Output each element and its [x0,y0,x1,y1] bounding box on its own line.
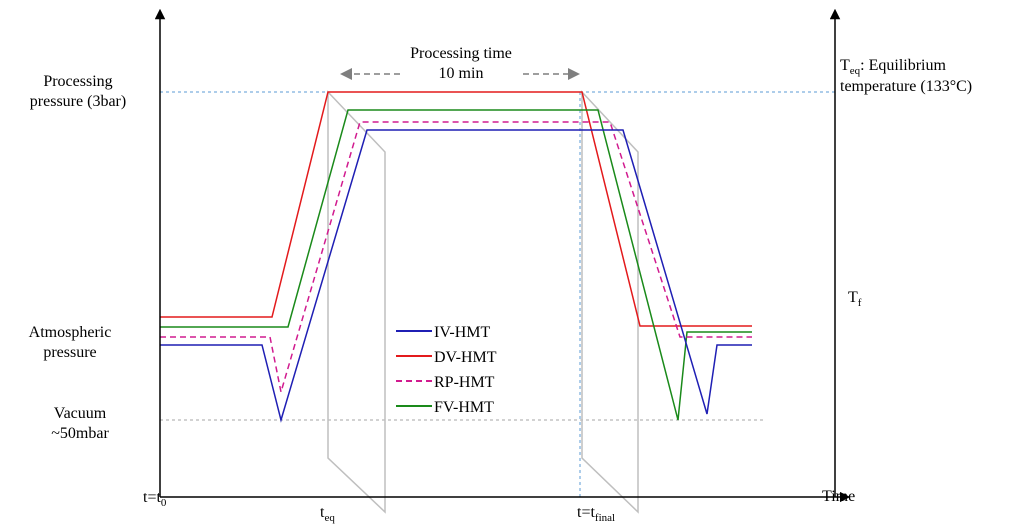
atmospheric-pressure-label: Atmospheric pressure [10,323,130,363]
time-axis-label: Time [822,488,856,505]
processing-time-line2: 10 min [438,65,484,82]
equilibrium-time-plane [327,90,386,514]
vacuum-label: Vacuum ~50mbar [30,404,130,444]
legend-label-fv: FV-HMT [434,399,494,416]
fv-hmt-curve [160,109,752,421]
processing-time-label: Processing time 10 min [400,44,522,84]
teq-line2: temperature (133°C) [840,78,973,95]
vacuum-line1: Vacuum [53,405,107,422]
iv-hmt-curve [160,129,752,423]
final-temperature-label: Tf [848,288,861,309]
equilibrium-temperature-label: Teq: Equilibrium temperature (133°C) [840,56,972,97]
dv-hmt-curve [160,91,752,327]
final-time-plane [581,90,639,514]
processing-pressure-line2: pressure (3bar) [29,93,127,110]
teq-subscript: eq [849,65,861,77]
legend-label-rp: RP-HMT [434,374,495,391]
final-time-label: t=tfinal [577,503,615,524]
processing-time-line1: Processing time [410,45,512,62]
final-time-prefix: t=t [577,504,595,521]
processing-pressure-label: Processing pressure (3bar) [18,72,138,112]
final-time-subscript: final [594,512,616,524]
tf-subscript: f [857,297,862,309]
teq-time-subscript: eq [324,512,335,524]
start-time-subscript: 0 [160,497,167,509]
teq-time-symbol: t [320,504,325,521]
start-time-label: t=t0 [143,488,166,509]
vacuum-line2: ~50mbar [51,425,109,442]
atmospheric-pressure-line2: pressure [43,344,97,361]
processing-pressure-line1: Processing [43,73,113,90]
rp-hmt-curve [160,121,752,393]
tf-symbol: T [848,289,858,306]
legend: IV-HMT DV-HMT RP-HMT FV-HMT [396,324,497,416]
teq-text: : Equilibrium [860,57,946,74]
atmospheric-pressure-line1: Atmospheric [28,324,112,341]
legend-label-iv: IV-HMT [434,324,491,341]
legend-label-dv: DV-HMT [434,349,497,366]
teq-time-label: teq [320,503,335,524]
teq-symbol: T [840,57,850,74]
start-time-prefix: t=t [143,489,161,506]
